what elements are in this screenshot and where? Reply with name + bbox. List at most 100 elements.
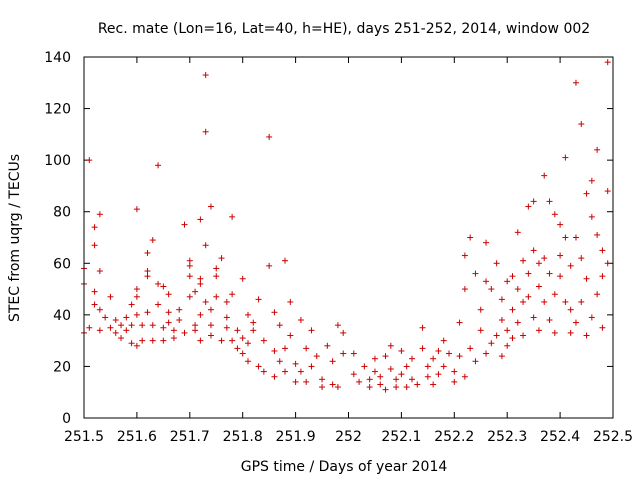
- data-point-plus: [551, 211, 558, 218]
- x-tick-label: 252.2: [434, 429, 474, 445]
- y-tick-label: 20: [53, 359, 71, 375]
- data-point-plus: [139, 337, 146, 344]
- data-point-plus: [160, 324, 167, 331]
- data-point-plus: [181, 329, 188, 336]
- data-point-plus: [197, 280, 204, 287]
- data-point-plus: [588, 314, 595, 321]
- data-point-plus: [319, 376, 326, 383]
- data-point-plus: [567, 329, 574, 336]
- data-point-plus: [123, 327, 130, 334]
- data-point-plus: [118, 335, 125, 342]
- data-point-plus: [308, 327, 315, 334]
- data-point-plus: [192, 288, 199, 295]
- data-point-plus: [186, 262, 193, 269]
- data-point-plus: [239, 335, 246, 342]
- data-point-plus: [414, 381, 421, 388]
- data-point-plus: [456, 319, 463, 326]
- data-point-plus: [535, 283, 542, 290]
- data-point-plus: [197, 216, 204, 223]
- data-point-plus: [329, 358, 336, 365]
- data-point-plus: [149, 237, 156, 244]
- data-point-plus: [514, 319, 521, 326]
- data-point-plus: [493, 260, 500, 267]
- data-point-plus: [133, 342, 140, 349]
- data-point-plus: [509, 306, 516, 313]
- data-point-plus: [133, 206, 140, 213]
- data-point-plus: [541, 172, 548, 179]
- data-point-plus: [477, 306, 484, 313]
- data-point-plus: [435, 371, 442, 378]
- data-point-plus: [456, 353, 463, 360]
- data-point-plus: [107, 293, 114, 300]
- data-point-plus: [282, 257, 289, 264]
- data-point-plus: [186, 257, 193, 264]
- data-point-plus: [229, 337, 236, 344]
- data-point-plus: [207, 322, 214, 329]
- data-point-plus: [467, 345, 474, 352]
- y-tick-label: 0: [62, 411, 71, 427]
- data-point-plus: [604, 260, 611, 267]
- y-tick-labels: 0 20 40 60 80 100 120 140: [44, 50, 71, 427]
- data-point-plus: [91, 288, 98, 295]
- data-point-plus: [244, 358, 251, 365]
- data-point-plus: [578, 121, 585, 128]
- data-point-plus: [292, 360, 299, 367]
- x-tick-label: 252: [335, 429, 362, 445]
- data-point-plus: [297, 317, 304, 324]
- data-point-plus: [350, 371, 357, 378]
- tick-layer: [83, 56, 614, 419]
- data-point-plus: [451, 378, 458, 385]
- data-point-plus: [562, 298, 569, 305]
- data-point-plus: [255, 363, 262, 370]
- data-point-plus: [250, 319, 257, 326]
- data-point-plus: [424, 363, 431, 370]
- data-point-plus: [223, 324, 230, 331]
- data-point-plus: [287, 332, 294, 339]
- data-point-plus: [313, 353, 320, 360]
- data-point-plus: [96, 327, 103, 334]
- data-point-plus: [419, 345, 426, 352]
- data-point-plus: [260, 368, 267, 375]
- data-point-plus: [551, 329, 558, 336]
- data-point-plus: [604, 188, 611, 195]
- data-point-plus: [186, 293, 193, 300]
- data-point-plus: [483, 239, 490, 246]
- x-tick-label: 251.8: [223, 429, 263, 445]
- data-point-plus: [408, 376, 415, 383]
- data-point-plus: [472, 270, 479, 277]
- data-point-plus: [123, 314, 130, 321]
- data-point-plus: [266, 262, 273, 269]
- data-point-plus: [271, 309, 278, 316]
- data-point-plus: [149, 322, 156, 329]
- data-point-plus: [483, 350, 490, 357]
- data-point-plus: [340, 329, 347, 336]
- data-point-plus: [504, 342, 511, 349]
- data-point-plus: [192, 322, 199, 329]
- plot-frame: [83, 56, 614, 419]
- data-point-plus: [244, 311, 251, 318]
- data-point-plus: [530, 198, 537, 205]
- data-point-plus: [303, 345, 310, 352]
- data-point-plus: [451, 368, 458, 375]
- data-point-plus: [520, 298, 527, 305]
- data-point-plus: [282, 345, 289, 352]
- data-point-plus: [588, 213, 595, 220]
- data-point-plus: [207, 332, 214, 339]
- data-point-plus: [572, 79, 579, 86]
- data-point-plus: [387, 366, 394, 373]
- data-point-plus: [520, 332, 527, 339]
- data-point-plus: [139, 322, 146, 329]
- data-point-plus: [133, 311, 140, 318]
- data-point-plus: [424, 373, 431, 380]
- data-point-plus: [398, 371, 405, 378]
- data-point-plus: [578, 298, 585, 305]
- data-point-plus: [578, 255, 585, 262]
- y-axis-label: STEC from uqrg / TECUs: [7, 154, 23, 322]
- data-point-plus: [472, 358, 479, 365]
- data-point-plus: [535, 327, 542, 334]
- data-point-plus: [583, 332, 590, 339]
- data-point-plus: [234, 327, 241, 334]
- data-point-plus: [562, 234, 569, 241]
- data-point-plus: [514, 286, 521, 293]
